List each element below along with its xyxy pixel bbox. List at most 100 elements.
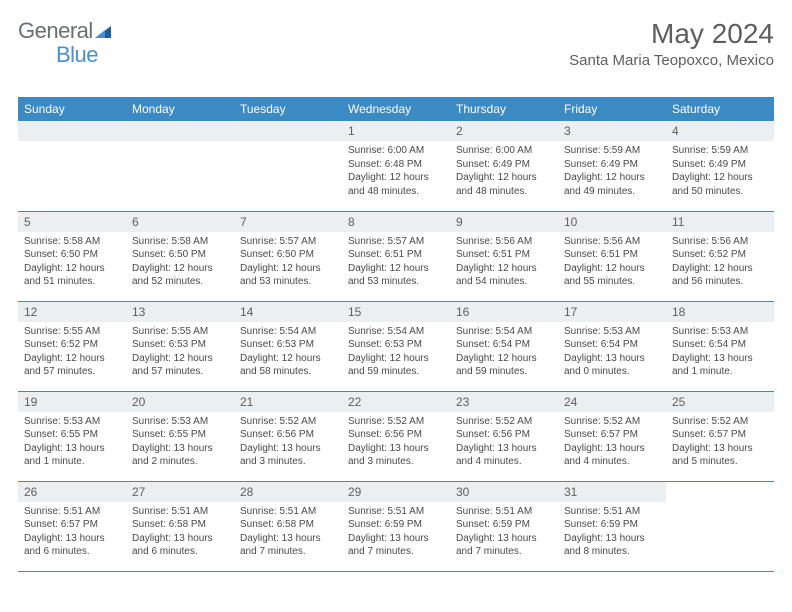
empty-day-header [126, 121, 234, 141]
sunrise-line: Sunrise: 5:52 AM [456, 415, 552, 429]
sunrise-line: Sunrise: 6:00 AM [348, 144, 444, 158]
day-number: 4 [666, 121, 774, 141]
day-details: Sunrise: 5:51 AMSunset: 6:57 PMDaylight:… [18, 502, 126, 563]
day-number: 21 [234, 392, 342, 412]
sunset-line: Sunset: 6:53 PM [348, 338, 444, 352]
day-number: 11 [666, 212, 774, 232]
sunset-line: Sunset: 6:49 PM [564, 158, 660, 172]
weekday-header: Monday [126, 97, 234, 121]
sunrise-line: Sunrise: 6:00 AM [456, 144, 552, 158]
day-details: Sunrise: 5:56 AMSunset: 6:51 PMDaylight:… [558, 232, 666, 293]
calendar-day-cell: 21Sunrise: 5:52 AMSunset: 6:56 PMDayligh… [234, 391, 342, 481]
day-details: Sunrise: 5:52 AMSunset: 6:57 PMDaylight:… [558, 412, 666, 473]
sunset-line: Sunset: 6:56 PM [240, 428, 336, 442]
weekday-header: Friday [558, 97, 666, 121]
sunset-line: Sunset: 6:49 PM [456, 158, 552, 172]
daylight-line: Daylight: 13 hours and 7 minutes. [456, 532, 552, 559]
calendar-week-row: 19Sunrise: 5:53 AMSunset: 6:55 PMDayligh… [18, 391, 774, 481]
sunset-line: Sunset: 6:50 PM [132, 248, 228, 262]
header: General May 2024 Santa Maria Teopoxco, M… [18, 18, 774, 69]
calendar-day-cell: 3Sunrise: 5:59 AMSunset: 6:49 PMDaylight… [558, 121, 666, 211]
day-details: Sunrise: 5:51 AMSunset: 6:58 PMDaylight:… [126, 502, 234, 563]
calendar-day-cell: 20Sunrise: 5:53 AMSunset: 6:55 PMDayligh… [126, 391, 234, 481]
sunset-line: Sunset: 6:59 PM [564, 518, 660, 532]
sunset-line: Sunset: 6:52 PM [24, 338, 120, 352]
day-details: Sunrise: 5:57 AMSunset: 6:51 PMDaylight:… [342, 232, 450, 293]
calendar-day-cell [18, 121, 126, 211]
sunrise-line: Sunrise: 5:53 AM [24, 415, 120, 429]
sunset-line: Sunset: 6:59 PM [348, 518, 444, 532]
sunset-line: Sunset: 6:56 PM [456, 428, 552, 442]
sunrise-line: Sunrise: 5:54 AM [348, 325, 444, 339]
logo-text-blue: Blue [56, 42, 98, 67]
sunrise-line: Sunrise: 5:58 AM [24, 235, 120, 249]
sunset-line: Sunset: 6:55 PM [24, 428, 120, 442]
calendar-day-cell: 5Sunrise: 5:58 AMSunset: 6:50 PMDaylight… [18, 211, 126, 301]
daylight-line: Daylight: 13 hours and 1 minute. [24, 442, 120, 469]
calendar-day-cell: 2Sunrise: 6:00 AMSunset: 6:49 PMDaylight… [450, 121, 558, 211]
calendar-day-cell: 7Sunrise: 5:57 AMSunset: 6:50 PMDaylight… [234, 211, 342, 301]
day-number: 27 [126, 482, 234, 502]
daylight-line: Daylight: 12 hours and 57 minutes. [132, 352, 228, 379]
logo-text-general: General [18, 18, 93, 44]
day-number: 28 [234, 482, 342, 502]
day-number: 14 [234, 302, 342, 322]
daylight-line: Daylight: 13 hours and 1 minute. [672, 352, 768, 379]
sunset-line: Sunset: 6:57 PM [672, 428, 768, 442]
day-details: Sunrise: 5:58 AMSunset: 6:50 PMDaylight:… [18, 232, 126, 293]
daylight-line: Daylight: 12 hours and 51 minutes. [24, 262, 120, 289]
calendar-day-cell: 22Sunrise: 5:52 AMSunset: 6:56 PMDayligh… [342, 391, 450, 481]
day-details: Sunrise: 5:53 AMSunset: 6:55 PMDaylight:… [18, 412, 126, 473]
day-details: Sunrise: 5:52 AMSunset: 6:56 PMDaylight:… [450, 412, 558, 473]
daylight-line: Daylight: 12 hours and 58 minutes. [240, 352, 336, 379]
day-number: 25 [666, 392, 774, 412]
sunrise-line: Sunrise: 5:51 AM [456, 505, 552, 519]
day-details: Sunrise: 5:53 AMSunset: 6:55 PMDaylight:… [126, 412, 234, 473]
day-number: 19 [18, 392, 126, 412]
daylight-line: Daylight: 13 hours and 4 minutes. [456, 442, 552, 469]
day-number: 12 [18, 302, 126, 322]
day-details: Sunrise: 5:53 AMSunset: 6:54 PMDaylight:… [558, 322, 666, 383]
calendar-day-cell: 27Sunrise: 5:51 AMSunset: 6:58 PMDayligh… [126, 481, 234, 571]
daylight-line: Daylight: 13 hours and 7 minutes. [240, 532, 336, 559]
calendar-day-cell: 25Sunrise: 5:52 AMSunset: 6:57 PMDayligh… [666, 391, 774, 481]
day-details: Sunrise: 5:56 AMSunset: 6:51 PMDaylight:… [450, 232, 558, 293]
calendar-day-cell: 15Sunrise: 5:54 AMSunset: 6:53 PMDayligh… [342, 301, 450, 391]
calendar-week-row: 1Sunrise: 6:00 AMSunset: 6:48 PMDaylight… [18, 121, 774, 211]
day-number: 22 [342, 392, 450, 412]
calendar-day-cell: 28Sunrise: 5:51 AMSunset: 6:58 PMDayligh… [234, 481, 342, 571]
day-number: 17 [558, 302, 666, 322]
empty-day-header [234, 121, 342, 141]
day-number: 7 [234, 212, 342, 232]
sunset-line: Sunset: 6:58 PM [132, 518, 228, 532]
day-number: 30 [450, 482, 558, 502]
calendar-day-cell: 12Sunrise: 5:55 AMSunset: 6:52 PMDayligh… [18, 301, 126, 391]
day-details: Sunrise: 5:51 AMSunset: 6:59 PMDaylight:… [450, 502, 558, 563]
day-details: Sunrise: 5:55 AMSunset: 6:53 PMDaylight:… [126, 322, 234, 383]
day-number: 18 [666, 302, 774, 322]
daylight-line: Daylight: 12 hours and 56 minutes. [672, 262, 768, 289]
daylight-line: Daylight: 12 hours and 49 minutes. [564, 171, 660, 198]
sunrise-line: Sunrise: 5:58 AM [132, 235, 228, 249]
daylight-line: Daylight: 13 hours and 7 minutes. [348, 532, 444, 559]
daylight-line: Daylight: 12 hours and 48 minutes. [348, 171, 444, 198]
sunrise-line: Sunrise: 5:59 AM [564, 144, 660, 158]
sunrise-line: Sunrise: 5:56 AM [564, 235, 660, 249]
calendar-day-cell: 1Sunrise: 6:00 AMSunset: 6:48 PMDaylight… [342, 121, 450, 211]
daylight-line: Daylight: 13 hours and 3 minutes. [240, 442, 336, 469]
day-number: 5 [18, 212, 126, 232]
weekday-header: Sunday [18, 97, 126, 121]
day-details: Sunrise: 5:51 AMSunset: 6:59 PMDaylight:… [342, 502, 450, 563]
sunrise-line: Sunrise: 5:53 AM [672, 325, 768, 339]
day-number: 1 [342, 121, 450, 141]
weekday-header: Saturday [666, 97, 774, 121]
empty-day-header [18, 121, 126, 141]
calendar-day-cell: 24Sunrise: 5:52 AMSunset: 6:57 PMDayligh… [558, 391, 666, 481]
daylight-line: Daylight: 12 hours and 53 minutes. [348, 262, 444, 289]
calendar-day-cell: 9Sunrise: 5:56 AMSunset: 6:51 PMDaylight… [450, 211, 558, 301]
daylight-line: Daylight: 12 hours and 57 minutes. [24, 352, 120, 379]
logo: General [18, 18, 113, 44]
daylight-line: Daylight: 12 hours and 55 minutes. [564, 262, 660, 289]
sunset-line: Sunset: 6:50 PM [24, 248, 120, 262]
day-details: Sunrise: 5:53 AMSunset: 6:54 PMDaylight:… [666, 322, 774, 383]
